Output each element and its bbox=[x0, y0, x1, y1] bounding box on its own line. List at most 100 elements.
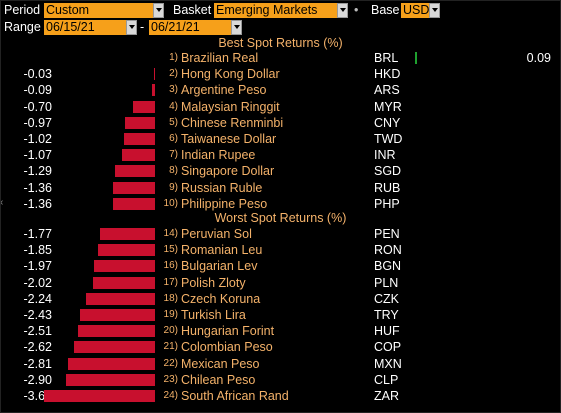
return-bar bbox=[68, 357, 155, 370]
rank-number: 3) bbox=[169, 84, 178, 96]
currency-code: RON bbox=[374, 243, 402, 258]
basket-select[interactable]: Emerging Markets bbox=[214, 3, 337, 18]
rank-number: 17) bbox=[163, 276, 178, 288]
range-end-calendar-icon[interactable] bbox=[231, 20, 242, 35]
range-start-input[interactable]: 06/15/21 bbox=[44, 20, 126, 35]
currency-row[interactable]: -1.36 9) Russian Ruble RUB bbox=[0, 180, 561, 196]
return-bar bbox=[80, 309, 155, 321]
base-dot-icon: • bbox=[354, 3, 359, 17]
currency-row[interactable]: -2.62 21) Colombian Peso COP bbox=[0, 339, 561, 355]
currency-name[interactable]: Argentine Peso bbox=[181, 83, 267, 98]
return-value: -2.90 bbox=[23, 372, 53, 387]
currency-name[interactable]: Romanian Leu bbox=[181, 243, 263, 258]
currency-name[interactable]: Philippine Peso bbox=[181, 196, 268, 211]
basket-dropdown-arrow-icon[interactable] bbox=[337, 3, 348, 18]
currency-row[interactable]: -0.97 5) Chinese Renminbi CNY bbox=[0, 115, 561, 131]
currency-row[interactable]: -3.61 24) South African Rand ZAR bbox=[0, 388, 561, 404]
currency-row[interactable]: -1.77 14) Peruvian Sol PEN bbox=[0, 226, 561, 242]
currency-row[interactable]: -2.02 17) Polish Zloty PLN bbox=[0, 275, 561, 291]
return-value: -2.62 bbox=[23, 340, 53, 355]
period-dropdown-arrow-icon[interactable] bbox=[153, 3, 164, 18]
currency-name[interactable]: Taiwanese Dollar bbox=[181, 132, 277, 146]
rank-number: 9) bbox=[169, 181, 178, 193]
currency-row[interactable]: -2.43 19) Turkish Lira TRY bbox=[0, 307, 561, 323]
currency-code: BRL bbox=[374, 51, 399, 65]
right-return-value: 0.09 bbox=[526, 51, 551, 65]
currency-code: SGD bbox=[374, 164, 402, 179]
return-value: -2.24 bbox=[23, 291, 53, 306]
currency-row[interactable]: -1.36 10) Philippine Peso PHP bbox=[0, 196, 561, 212]
return-bar bbox=[113, 197, 155, 210]
return-value: -1.29 bbox=[23, 164, 53, 179]
currency-code: PLN bbox=[374, 275, 399, 290]
currency-name[interactable]: Colombian Peso bbox=[181, 340, 273, 355]
rank-number: 18) bbox=[163, 292, 178, 304]
currency-code: RUB bbox=[374, 180, 401, 195]
currency-row[interactable]: -1.02 6) Taiwanese Dollar TWD bbox=[0, 131, 561, 147]
currency-row[interactable]: -0.09 3) Argentine Peso ARS bbox=[0, 82, 561, 98]
currency-row[interactable]: -1.85 15) Romanian Leu RON bbox=[0, 242, 561, 258]
return-bar bbox=[154, 68, 155, 81]
currency-name[interactable]: Hungarian Forint bbox=[181, 324, 275, 339]
currency-name[interactable]: Czech Koruna bbox=[181, 291, 261, 306]
range-end-input[interactable]: 06/21/21 bbox=[149, 20, 231, 35]
rank-number: 15) bbox=[163, 244, 178, 256]
currency-row[interactable]: 1) Brazilian Real BRL 0.09 bbox=[0, 50, 561, 66]
period-select[interactable]: Custom bbox=[44, 3, 153, 18]
worst-returns-title: Worst Spot Returns (%) bbox=[214, 211, 347, 225]
currency-code: CZK bbox=[374, 291, 399, 306]
currency-name[interactable]: Turkish Lira bbox=[181, 308, 246, 322]
rank-number: 23) bbox=[163, 373, 178, 385]
return-bar bbox=[113, 181, 155, 194]
rank-number: 2) bbox=[169, 68, 178, 80]
base-dropdown-arrow-icon[interactable] bbox=[429, 3, 440, 18]
currency-row[interactable]: -1.07 7) Indian Rupee INR bbox=[0, 147, 561, 163]
return-value: -0.70 bbox=[23, 99, 53, 114]
currency-name[interactable]: Malaysian Ringgit bbox=[181, 99, 280, 114]
return-value: -0.09 bbox=[23, 83, 53, 98]
currency-name[interactable]: Bulgarian Lev bbox=[181, 259, 258, 274]
return-value: -1.36 bbox=[23, 196, 53, 211]
currency-name[interactable]: Chilean Peso bbox=[181, 372, 256, 387]
rank-number: 21) bbox=[163, 341, 178, 353]
currency-name[interactable]: Singapore Dollar bbox=[181, 164, 275, 179]
currency-code: CLP bbox=[374, 372, 399, 387]
return-bar bbox=[122, 149, 155, 162]
rank-number: 14) bbox=[163, 228, 178, 239]
currency-row[interactable]: -2.90 23) Chilean Peso CLP bbox=[0, 372, 561, 388]
currency-row[interactable]: -1.97 16) Bulgarian Lev BGN bbox=[0, 258, 561, 274]
best-returns-title: Best Spot Returns (%) bbox=[218, 36, 343, 50]
currency-row[interactable]: -0.70 4) Malaysian Ringgit MYR bbox=[0, 99, 561, 115]
currency-code: TRY bbox=[374, 308, 399, 322]
return-value: -0.03 bbox=[23, 67, 53, 82]
rank-number: 20) bbox=[163, 325, 178, 337]
return-bar bbox=[152, 84, 155, 97]
return-bar bbox=[77, 325, 155, 338]
currency-row[interactable]: -2.24 18) Czech Koruna CZK bbox=[0, 291, 561, 307]
currency-code: TWD bbox=[374, 132, 403, 146]
currency-name[interactable]: Chinese Renminbi bbox=[181, 115, 284, 130]
rank-number: 4) bbox=[169, 100, 178, 112]
currency-code: MYR bbox=[374, 99, 402, 114]
currency-code: CNY bbox=[374, 115, 401, 130]
currency-name[interactable]: Hong Kong Dollar bbox=[181, 67, 280, 82]
currency-code: ARS bbox=[374, 83, 400, 98]
base-select[interactable]: USD bbox=[401, 3, 430, 18]
basket-label: Basket bbox=[173, 3, 212, 17]
currency-row[interactable]: -0.03 2) Hong Kong Dollar HKD bbox=[0, 66, 561, 82]
rank-number: 8) bbox=[169, 165, 178, 177]
rank-number: 22) bbox=[163, 357, 178, 369]
currency-name[interactable]: Mexican Peso bbox=[181, 356, 260, 371]
scroll-left-icon[interactable]: ‹ bbox=[0, 197, 4, 208]
currency-name[interactable]: Peruvian Sol bbox=[181, 227, 252, 241]
currency-name[interactable]: Brazilian Real bbox=[181, 51, 259, 65]
range-start-calendar-icon[interactable] bbox=[126, 20, 137, 35]
return-value: -1.77 bbox=[23, 227, 53, 241]
currency-name[interactable]: Polish Zloty bbox=[181, 275, 246, 290]
currency-name[interactable]: South African Rand bbox=[181, 389, 289, 403]
currency-row[interactable]: -2.81 22) Mexican Peso MXN bbox=[0, 356, 561, 372]
currency-name[interactable]: Russian Ruble bbox=[181, 180, 263, 195]
currency-row[interactable]: -2.51 20) Hungarian Forint HUF bbox=[0, 323, 561, 339]
currency-name[interactable]: Indian Rupee bbox=[181, 148, 256, 163]
currency-row[interactable]: -1.29 8) Singapore Dollar SGD bbox=[0, 163, 561, 179]
